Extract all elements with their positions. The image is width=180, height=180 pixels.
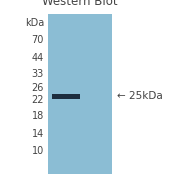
Text: 33: 33 (32, 69, 44, 79)
Bar (48, 14, 112, 174)
Text: kDa: kDa (25, 18, 44, 28)
Text: Western Blot: Western Blot (42, 0, 118, 8)
Text: 14: 14 (32, 129, 44, 139)
Text: 70: 70 (32, 35, 44, 45)
Bar (52, 93, 80, 98)
Text: 26: 26 (32, 83, 44, 93)
Text: 18: 18 (32, 111, 44, 121)
Text: 10: 10 (32, 146, 44, 156)
Text: 22: 22 (31, 95, 44, 105)
Text: 44: 44 (32, 53, 44, 63)
Text: ← 25kDa: ← 25kDa (117, 91, 163, 101)
